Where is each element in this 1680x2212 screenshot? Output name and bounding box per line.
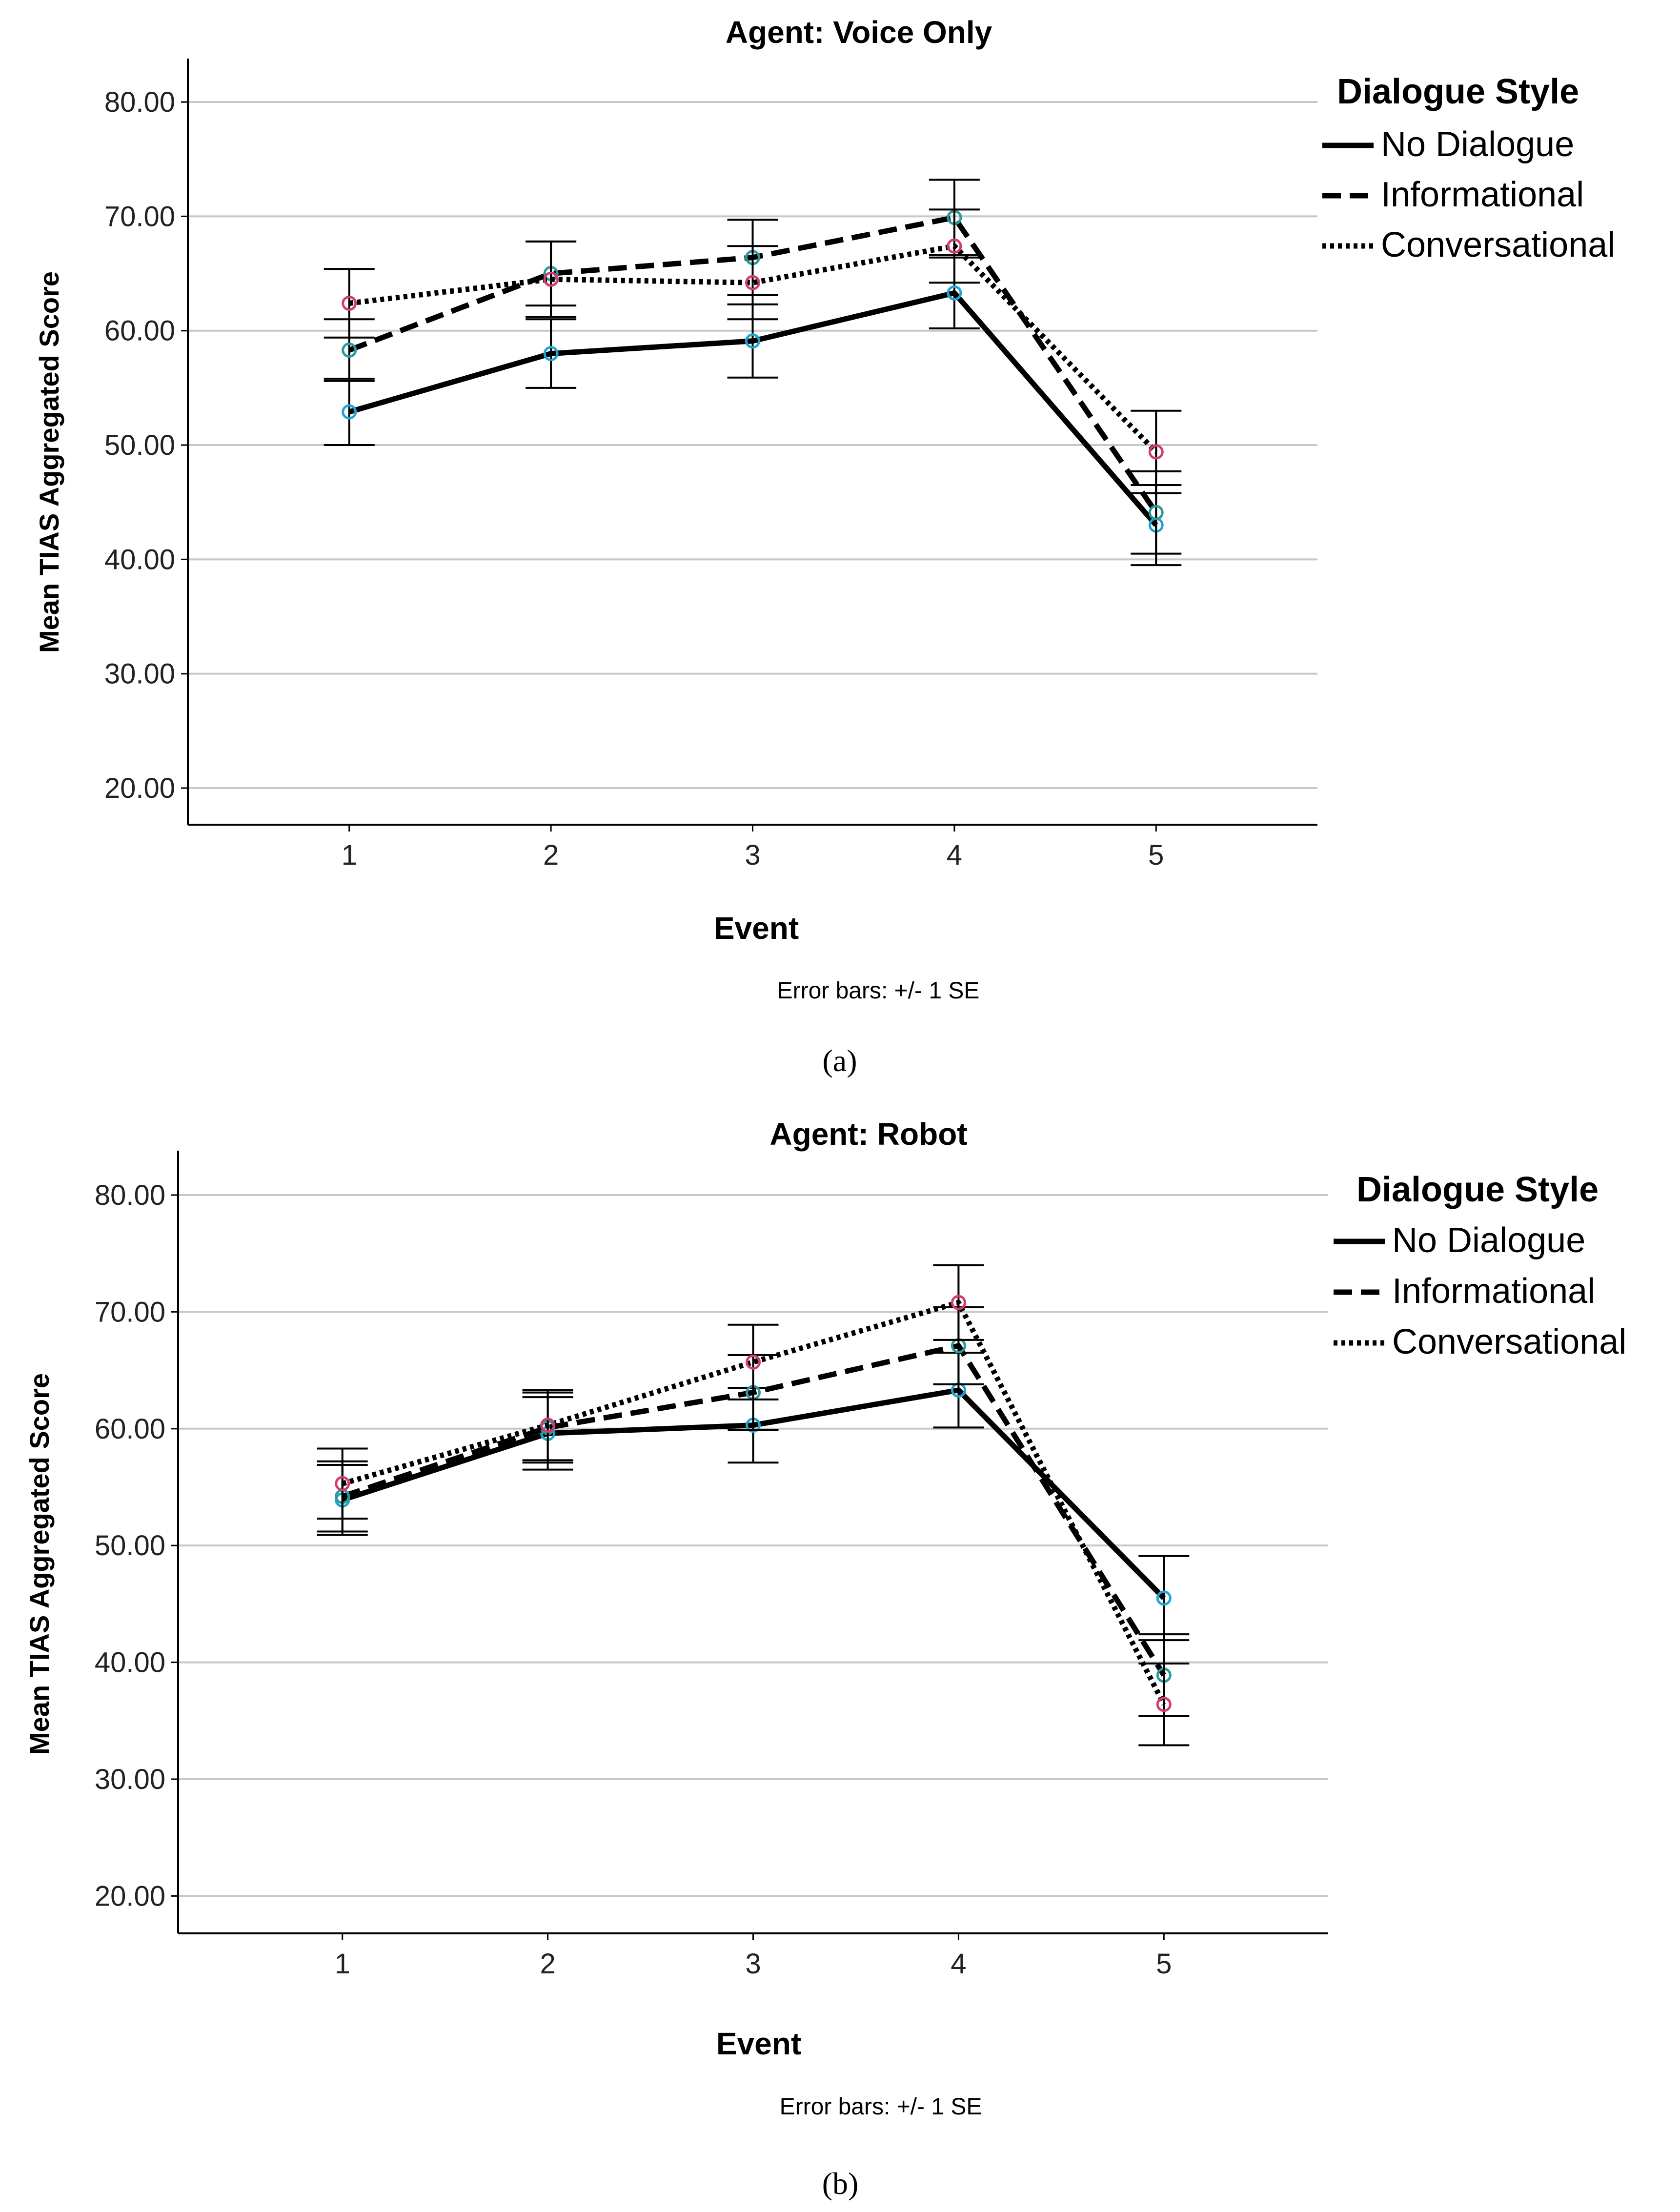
grid-lines [178, 1194, 1328, 1897]
data-point [746, 1354, 761, 1370]
data-point [745, 275, 760, 290]
legend-label: No Dialogue [1392, 1221, 1585, 1260]
x-tick-label: 3 [745, 839, 760, 871]
series-no-dialogue [324, 256, 1182, 567]
legend-label: Informational [1392, 1272, 1595, 1311]
legend-title: Dialogue Style [1356, 1170, 1599, 1209]
x-tick-label: 5 [1148, 839, 1164, 871]
chart-title: Agent: Robot [769, 1116, 967, 1152]
chart-panel-b: Agent: Robot 20.00 30.00 40.00 50.00 60.00 70… [24, 1116, 1626, 2120]
y-tick-label: 70.00 [95, 1296, 165, 1328]
x-tick-label: 2 [543, 839, 559, 871]
legend-label: Informational [1381, 175, 1584, 214]
chart-panel-a: Agent: Voice Only 20.00 30.00 40.00 50.00 60… [34, 15, 1615, 1004]
y-axis-label: Mean TIAS Aggregated Score [24, 1373, 55, 1755]
legend-label: Conversational [1381, 225, 1615, 264]
data-point [1148, 505, 1164, 520]
y-tick-label: 20.00 [104, 772, 175, 804]
x-tick-label: 4 [951, 1948, 966, 1980]
caption-a: (a) [822, 1043, 857, 1078]
y-tick-label: 70.00 [104, 201, 175, 232]
legend-title: Dialogue Style [1337, 72, 1579, 111]
chart-title: Agent: Voice Only [726, 15, 992, 50]
y-tick-label: 40.00 [104, 544, 175, 575]
y-tick-label: 40.00 [95, 1647, 165, 1679]
data-point [1156, 1697, 1172, 1712]
y-tick-label: 80.00 [104, 86, 175, 118]
data-point [951, 1295, 966, 1310]
data-point [947, 238, 962, 254]
data-point [543, 271, 559, 287]
x-axis-label: Event [714, 911, 799, 946]
legend: Dialogue Style No Dialogue Informational C… [1334, 1170, 1626, 1361]
data-point [1148, 444, 1164, 460]
series-line [342, 1299, 1167, 1706]
x-tick-label: 3 [745, 1948, 761, 1980]
x-tick-label: 1 [335, 1948, 350, 1980]
series-layer [317, 1264, 1190, 1746]
axes: 20.00 30.00 40.00 50.00 60.00 70.00 80.00 1 2 3 4 5 [95, 1151, 1328, 1980]
data-point [947, 285, 962, 301]
y-tick-label: 30.00 [104, 658, 175, 690]
y-tick-label: 20.00 [95, 1880, 165, 1912]
y-tick-label: 80.00 [95, 1179, 165, 1211]
x-tick-label: 1 [342, 839, 357, 871]
caption-b: (b) [822, 2166, 859, 2201]
x-axis-label: Event [716, 2026, 801, 2061]
data-point [335, 1476, 350, 1491]
x-tick-label: 5 [1156, 1948, 1172, 1980]
series-conversational [324, 208, 1182, 494]
legend-label: No Dialogue [1381, 125, 1574, 164]
error-bars-note: Error bars: +/- 1 SE [780, 2094, 982, 2120]
data-point [342, 404, 357, 420]
data-point [543, 346, 559, 362]
y-axis-label: Mean TIAS Aggregated Score [34, 271, 64, 653]
y-tick-label: 50.00 [104, 429, 175, 461]
y-tick-label: 30.00 [95, 1764, 165, 1795]
y-tick-label: 60.00 [95, 1413, 165, 1445]
x-tick-label: 2 [540, 1948, 555, 1980]
data-point [540, 1418, 556, 1433]
legend: Dialogue Style No Dialogue Informational C… [1322, 72, 1615, 264]
data-point [342, 295, 357, 311]
series-conversational [317, 1264, 1190, 1746]
y-tick-label: 60.00 [104, 315, 175, 347]
y-tick-label: 50.00 [95, 1530, 165, 1562]
series-line [349, 243, 1158, 454]
axes: 20.00 30.00 40.00 50.00 60.00 70.00 80.00 1 2 3 4 5 [104, 59, 1317, 871]
data-point [342, 343, 357, 358]
x-tick-label: 4 [947, 839, 962, 871]
legend-label: Conversational [1392, 1322, 1626, 1361]
data-point [745, 333, 760, 349]
error-bars-note: Error bars: +/- 1 SE [777, 978, 980, 1004]
data-point [1156, 1590, 1172, 1606]
series-layer [324, 179, 1182, 567]
